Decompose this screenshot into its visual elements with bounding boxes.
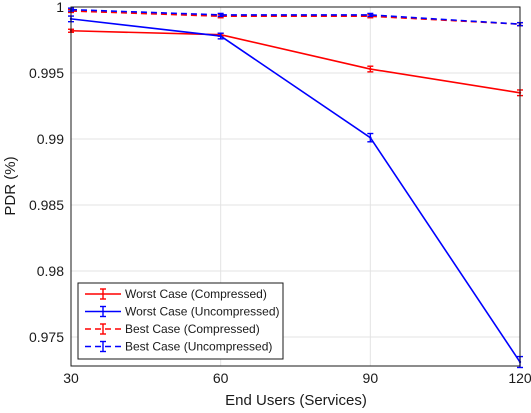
y-tick-label: 1 [56,0,64,15]
x-tick-label: 120 [508,370,531,386]
data-point [219,13,222,17]
series-line-1 [70,29,521,94]
x-tick-label: 30 [63,370,79,386]
legend: Worst Case (Compressed) Worst Case (Uncom… [77,282,284,360]
series-line-4 [70,8,521,25]
x-axis-label: End Users (Services) [225,392,367,409]
data-point [369,67,372,71]
y-tick-label: 0.975 [29,329,64,345]
legend-label-2: Worst Case (Uncompressed) [125,305,280,319]
data-point [369,136,372,139]
data-point [369,13,372,17]
y-axis-label: PDR (%) [2,156,19,215]
y-tick-label: 0.99 [37,131,64,147]
y-tick-label: 0.98 [37,263,64,279]
legend-box [77,282,284,360]
ticks: 30 60 90 120 0.975 0.98 0.985 0.99 0.995 1 [29,0,531,386]
y-tick-label: 0.995 [29,65,64,81]
plot-frame [70,6,521,367]
x-tick-label: 90 [363,370,379,386]
legend-label-1: Worst Case (Compressed) [125,287,267,301]
legend-label-3: Best Case (Compressed) [125,322,260,336]
series-line-2 [70,18,521,363]
legend-label-4: Best Case (Uncompressed) [125,340,272,354]
y-tick-label: 0.985 [29,197,64,213]
data-point [219,34,222,38]
x-tick-label: 60 [213,370,229,386]
